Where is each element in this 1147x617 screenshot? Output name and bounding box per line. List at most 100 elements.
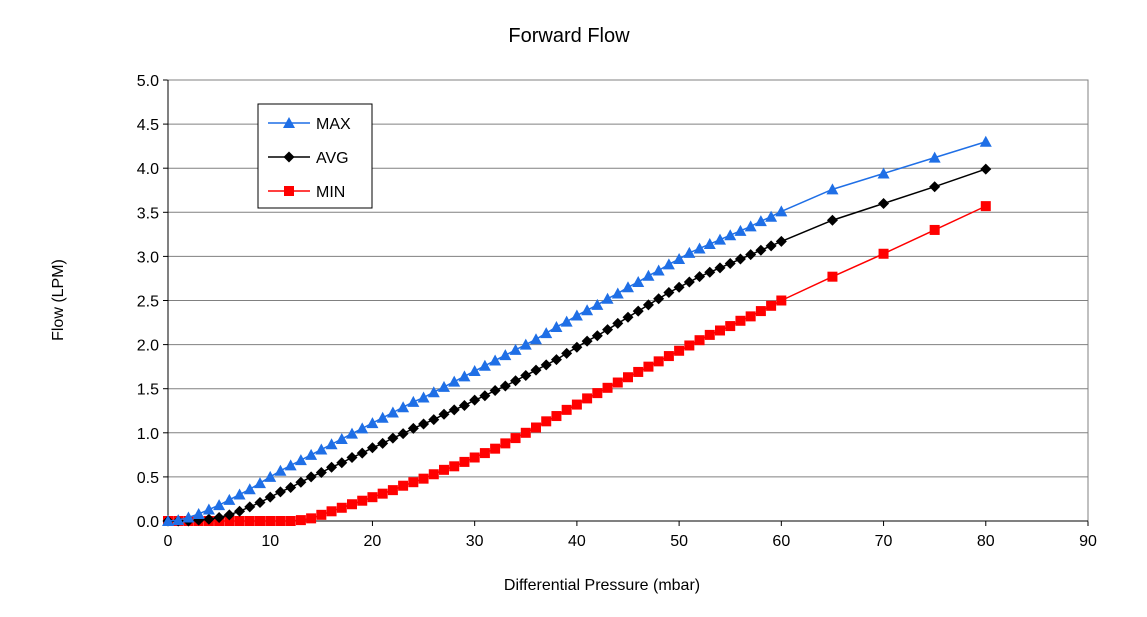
data-point-avg <box>438 408 450 420</box>
data-point-max <box>468 365 481 377</box>
data-point-max <box>213 499 226 511</box>
data-point-avg <box>499 380 511 392</box>
data-point-min <box>490 443 501 454</box>
data-point-max <box>192 507 205 519</box>
x-axis-label: Differential Pressure (mbar) <box>504 577 700 594</box>
data-point-avg <box>223 509 235 521</box>
data-point-max <box>540 327 553 339</box>
data-point-min <box>510 433 521 444</box>
data-point-min <box>735 315 746 326</box>
data-point-max <box>683 246 696 258</box>
data-point-max <box>397 401 410 413</box>
axes <box>163 79 1089 526</box>
data-point-avg <box>366 442 378 454</box>
data-point-min <box>234 516 245 526</box>
data-point-avg <box>714 262 726 274</box>
y-tick-label: 1.5 <box>137 382 159 399</box>
data-point-max <box>734 224 747 236</box>
y-tick-label: 2.0 <box>137 338 159 355</box>
data-point-max <box>335 432 348 444</box>
data-point-max <box>673 253 686 265</box>
data-point-min <box>255 516 265 526</box>
data-point-max <box>581 304 594 316</box>
data-point-min <box>428 469 439 480</box>
legend-marker-avg <box>283 151 295 163</box>
data-point-max <box>601 292 614 304</box>
data-point-max <box>928 151 941 163</box>
data-point-min <box>479 448 490 459</box>
data-point-max <box>243 483 256 495</box>
data-point-min <box>306 513 317 524</box>
data-point-min <box>561 404 572 415</box>
data-point-max <box>744 220 757 232</box>
legend-label-avg: AVG <box>316 150 349 167</box>
data-point-avg <box>285 481 297 493</box>
data-point-max <box>693 242 706 254</box>
data-series <box>162 135 992 527</box>
data-point-max <box>979 135 992 147</box>
data-point-max <box>294 454 307 466</box>
data-point-max <box>202 503 215 515</box>
data-point-avg <box>489 384 501 396</box>
data-point-avg <box>826 214 838 226</box>
data-point-min <box>520 427 531 438</box>
data-point-min <box>582 393 593 404</box>
data-point-max <box>448 375 461 387</box>
data-point-max <box>438 380 450 392</box>
data-point-avg <box>540 359 552 371</box>
data-point-min <box>776 295 787 306</box>
data-point-avg <box>346 451 358 463</box>
data-point-min <box>418 473 429 484</box>
data-point-max <box>305 448 318 460</box>
x-tick-label: 0 <box>164 533 173 550</box>
data-point-max <box>754 215 767 227</box>
series-avg <box>162 163 992 527</box>
data-point-min <box>715 325 725 336</box>
x-tick-label: 70 <box>875 533 893 550</box>
data-point-max <box>489 354 502 366</box>
x-tick-label: 80 <box>977 533 995 550</box>
data-point-avg <box>683 276 695 288</box>
y-tick-label: 4.5 <box>137 117 159 134</box>
data-point-avg <box>673 281 685 293</box>
data-point-min <box>224 516 235 526</box>
data-point-max <box>499 349 512 361</box>
data-point-avg <box>387 432 399 444</box>
data-point-avg <box>980 163 992 175</box>
y-tick-label: 4.0 <box>137 161 159 178</box>
data-point-max <box>325 438 338 450</box>
data-point-max <box>570 309 583 321</box>
data-point-avg <box>418 418 430 430</box>
data-point-min <box>592 388 603 399</box>
data-point-avg <box>663 287 675 299</box>
data-point-avg <box>530 364 542 376</box>
data-point-min <box>439 464 449 475</box>
data-point-avg <box>775 235 787 247</box>
y-tick-label: 3.5 <box>137 205 159 222</box>
x-tick-label: 20 <box>364 533 382 550</box>
data-point-min <box>398 480 409 491</box>
data-point-avg <box>469 394 481 406</box>
data-point-max <box>274 464 287 476</box>
data-point-min <box>929 224 940 235</box>
data-point-min <box>694 335 705 346</box>
data-point-max <box>550 320 563 332</box>
data-point-avg <box>878 197 890 209</box>
y-axis-label: Flow (LPM) <box>50 259 67 341</box>
data-point-avg <box>326 461 338 473</box>
data-point-min <box>602 382 613 393</box>
data-point-avg <box>510 375 522 387</box>
data-point-min <box>766 300 777 311</box>
data-point-max <box>386 406 399 418</box>
data-point-avg <box>653 293 665 305</box>
data-point-avg <box>734 253 746 265</box>
data-point-avg <box>724 257 736 269</box>
data-point-min <box>244 516 255 526</box>
data-point-max <box>182 511 195 523</box>
data-point-max <box>632 275 645 287</box>
data-point-max <box>652 264 665 276</box>
legend-label-max: MAX <box>316 116 351 133</box>
series-max <box>162 135 992 526</box>
data-point-avg <box>550 354 562 366</box>
data-point-max <box>254 477 266 489</box>
